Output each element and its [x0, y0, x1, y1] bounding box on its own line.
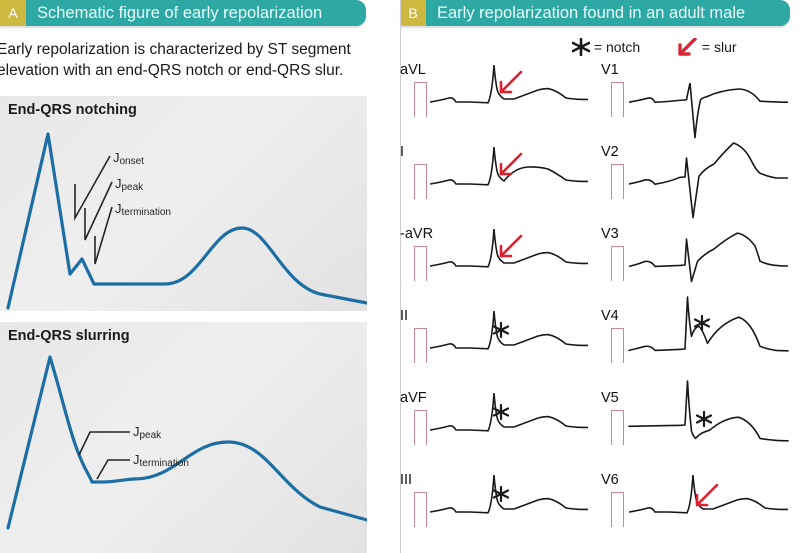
svg-text:Jpeak: Jpeak	[115, 176, 144, 193]
svg-text:Jtermination: Jtermination	[115, 201, 171, 218]
svg-text:Jtermination: Jtermination	[133, 452, 189, 469]
svg-text:Jonset: Jonset	[113, 150, 144, 167]
svg-text:Jpeak: Jpeak	[133, 424, 162, 441]
